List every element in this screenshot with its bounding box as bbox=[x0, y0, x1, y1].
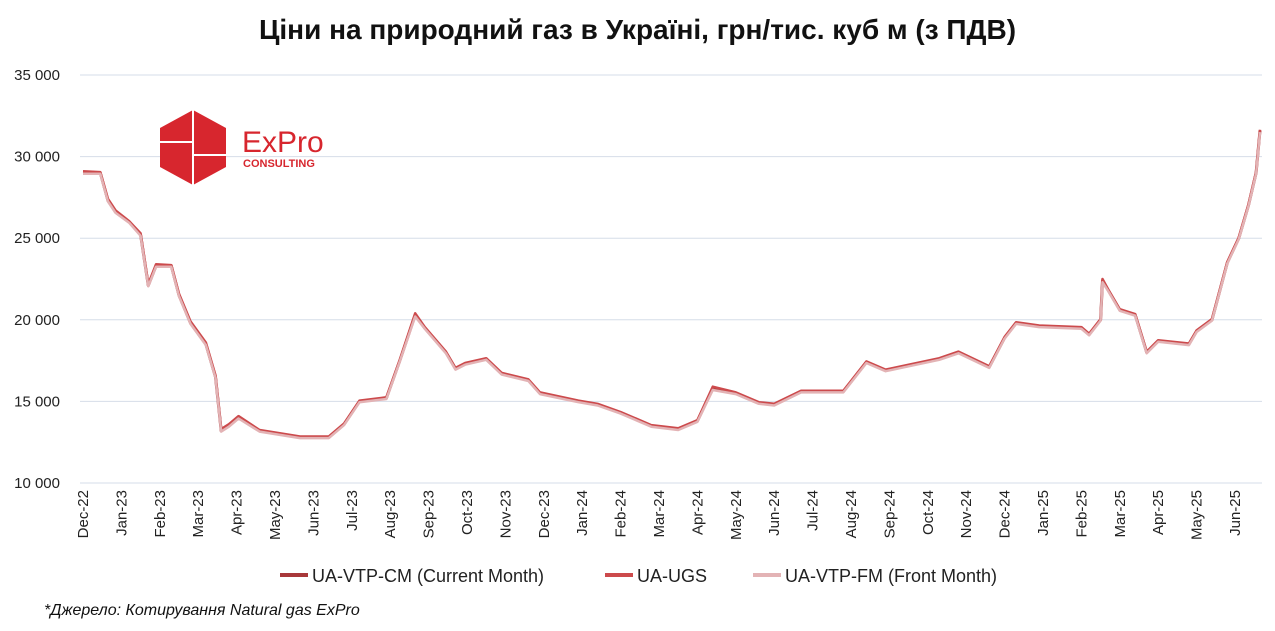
x-tick-label: Jan-25 bbox=[1035, 490, 1052, 536]
x-tick-label: May-24 bbox=[728, 490, 745, 540]
x-tick-label: Aug-23 bbox=[382, 490, 399, 538]
x-tick-label: Apr-24 bbox=[689, 490, 706, 535]
legend-label: UA-VTP-CM (Current Month) bbox=[312, 566, 544, 586]
x-tick-label: Mar-24 bbox=[651, 490, 668, 538]
legend-label: UA-VTP-FM (Front Month) bbox=[785, 566, 997, 586]
x-tick-label: Jan-24 bbox=[574, 490, 591, 536]
x-tick-label: Apr-23 bbox=[229, 490, 246, 535]
legend-label: UA-UGS bbox=[637, 566, 707, 586]
x-tick-label: Aug-24 bbox=[843, 490, 860, 538]
x-tick-label: Jun-25 bbox=[1227, 490, 1244, 536]
x-tick-label: Oct-24 bbox=[920, 490, 937, 535]
x-tick-label: May-23 bbox=[267, 490, 284, 540]
x-tick-label: Feb-25 bbox=[1073, 490, 1090, 538]
series-line-0 bbox=[83, 130, 1262, 439]
x-tick-label: Dec-23 bbox=[536, 490, 553, 538]
series-line-1 bbox=[82, 129, 1262, 438]
x-tick-label: Oct-23 bbox=[459, 490, 476, 535]
x-tick-label: Feb-23 bbox=[152, 490, 169, 538]
expro-logo: ExPro CONSULTING bbox=[160, 110, 324, 185]
series-line-2 bbox=[83, 131, 1262, 440]
y-tick-label: 35 000 bbox=[14, 67, 60, 84]
y-tick-label: 30 000 bbox=[14, 149, 60, 166]
x-tick-label: Dec-22 bbox=[75, 490, 92, 538]
x-tick-label: Nov-24 bbox=[958, 490, 975, 538]
y-tick-label: 25 000 bbox=[14, 230, 60, 247]
x-tick-label: Sep-24 bbox=[881, 490, 898, 538]
chart-title: Ціни на природний газ в Україні, грн/тис… bbox=[258, 14, 1017, 45]
x-tick-label: Nov-23 bbox=[497, 490, 514, 538]
x-tick-label: Jul-24 bbox=[805, 490, 822, 531]
source-note: *Джерело: Котирування Natural gas ExPro bbox=[44, 602, 360, 619]
x-tick-label: Mar-23 bbox=[190, 490, 207, 538]
x-tick-label: Jun-23 bbox=[305, 490, 322, 536]
y-tick-label: 15 000 bbox=[14, 393, 60, 410]
x-tick-label: Jan-23 bbox=[113, 490, 130, 536]
x-tick-label: Jun-24 bbox=[766, 490, 783, 536]
x-tick-label: May-25 bbox=[1189, 490, 1206, 540]
logo-brand: ExPro bbox=[242, 126, 324, 159]
y-tick-label: 20 000 bbox=[14, 312, 60, 329]
x-tick-label: Feb-24 bbox=[613, 490, 630, 538]
logo-subtitle: CONSULTING bbox=[243, 158, 315, 170]
x-tick-label: Apr-25 bbox=[1150, 490, 1167, 535]
x-tick-label: Dec-24 bbox=[997, 490, 1014, 538]
x-tick-label: Sep-23 bbox=[421, 490, 438, 538]
x-tick-label: Jul-23 bbox=[344, 490, 361, 531]
x-tick-label: Mar-25 bbox=[1112, 490, 1129, 538]
y-tick-label: 10 000 bbox=[14, 475, 60, 492]
